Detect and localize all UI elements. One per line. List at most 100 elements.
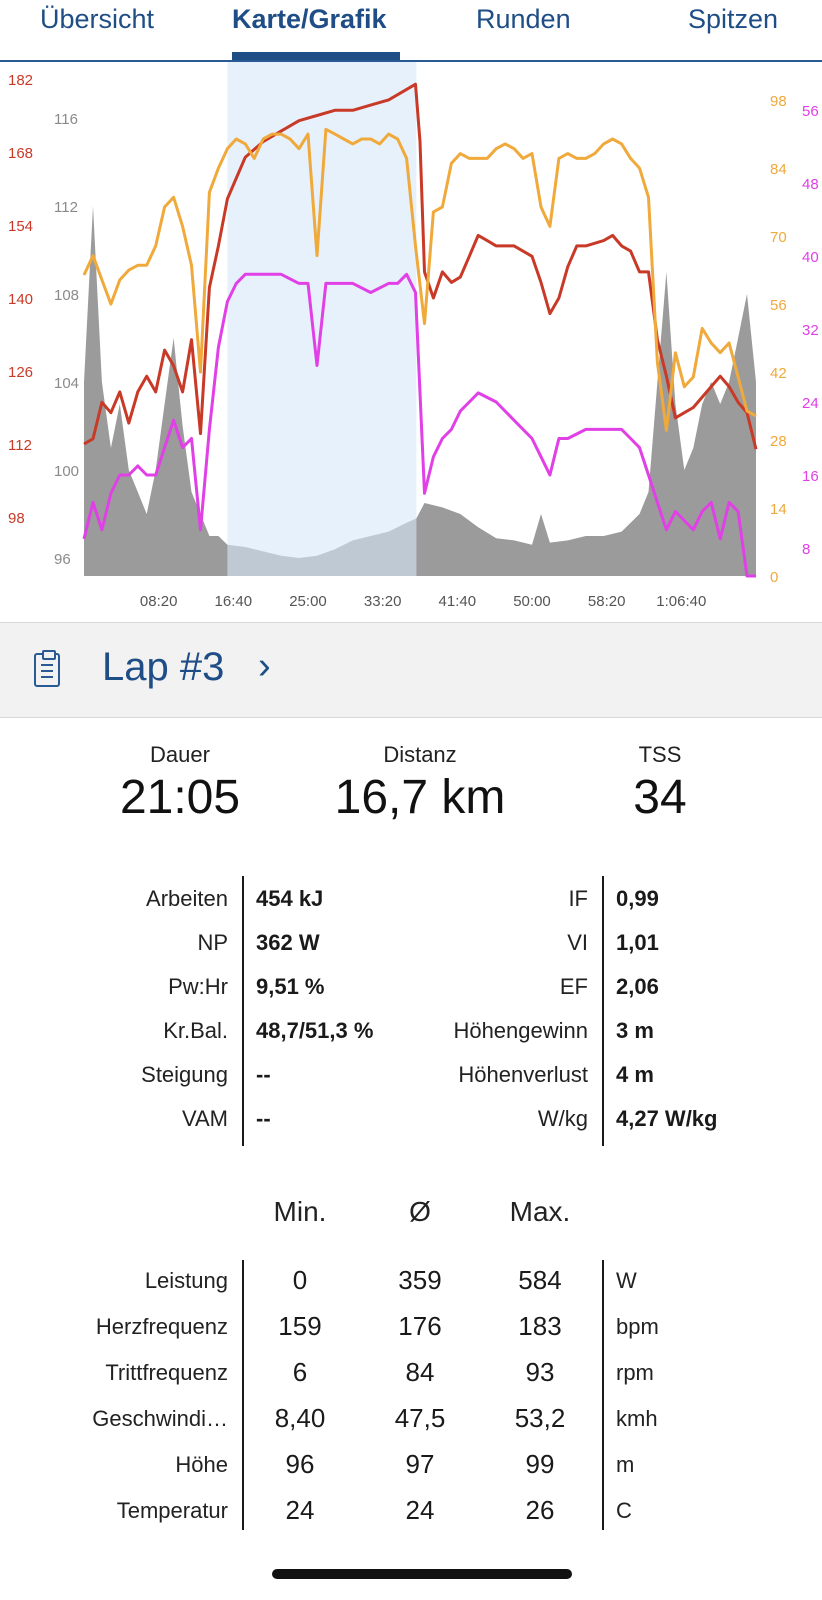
stats-min: 24 (285, 1495, 315, 1525)
stats-avg: 176 (398, 1311, 442, 1341)
stats-divider (242, 1260, 244, 1530)
x-tick-label: 25:00 (289, 593, 327, 610)
metric-label: VI (567, 930, 588, 955)
tab-overview[interactable]: Übersicht (40, 4, 155, 34)
elevation-axis-label: 116 (54, 111, 78, 128)
metric-label: W/kg (537, 1106, 588, 1131)
metric-value: 362 W (256, 930, 320, 955)
tab-laps[interactable]: Runden (476, 4, 571, 34)
metrics-divider (602, 876, 604, 1146)
summary-label: Distanz (383, 742, 457, 767)
metric-label: Höhengewinn (453, 1018, 588, 1043)
metric-row: Arbeiten 454 kJ IF 0,99 (0, 886, 822, 930)
stats-row: Temperatur 24 24 26 C (0, 1495, 822, 1544)
stats-max: 99 (525, 1449, 555, 1479)
metric-value: -- (256, 1106, 271, 1131)
metric-row: VAM -- W/kg 4,27 W/kg (0, 1106, 822, 1150)
power-axis-label: 48 (802, 176, 819, 193)
hr-axis-label: 140 (8, 291, 33, 308)
x-tick-label: 58:20 (588, 593, 626, 610)
heart-rate-line (83, 82, 758, 450)
active-tab-indicator (232, 52, 400, 60)
power-axis-label: 24 (802, 395, 819, 412)
stats-avg: 84 (405, 1357, 435, 1387)
stats-unit: C (616, 1498, 632, 1523)
stats-header-min: Min. (273, 1196, 327, 1227)
stats-min: 96 (285, 1449, 315, 1479)
metric-value: 3 m (616, 1018, 654, 1043)
stats-max: 26 (525, 1495, 555, 1525)
hr-axis-label: 154 (8, 218, 33, 235)
series-lines (82, 82, 758, 578)
hr-axis-label: 112 (8, 437, 32, 454)
stats-unit: W (616, 1268, 637, 1293)
x-tick-label: 33:20 (364, 593, 402, 610)
metric-value: 9,51 % (256, 974, 325, 999)
clipboard-icon (34, 650, 60, 687)
metric-label: Steigung (141, 1062, 228, 1087)
stats-max: 93 (525, 1357, 555, 1387)
metric-value: 48,7/51,3 % (256, 1018, 374, 1043)
tab-bar: Übersicht Karte/Grafik Runden Spitzen (0, 0, 822, 62)
stats-label: Geschwindi… (92, 1406, 228, 1431)
summary-label: Dauer (150, 742, 210, 767)
power-axis-label: 40 (802, 249, 819, 266)
summary-label: TSS (638, 742, 682, 767)
home-indicator[interactable] (272, 1569, 572, 1579)
stats-row: Trittfrequenz 6 84 93 rpm (0, 1357, 822, 1406)
activity-chart[interactable]: 1821681541401261129811611210810410096988… (0, 62, 822, 622)
metric-label: Arbeiten (146, 886, 228, 911)
metric-value: 1,01 (616, 930, 659, 955)
stats-avg: 97 (405, 1449, 435, 1479)
metric-label: EF (559, 974, 588, 999)
elevation-axis-label: 108 (54, 287, 79, 304)
stats-avg: 359 (398, 1265, 442, 1295)
stats-label: Temperatur (116, 1498, 228, 1523)
stats-row: Geschwindi… 8,40 47,5 53,2 kmh (0, 1403, 822, 1452)
stats-min: 0 (292, 1265, 308, 1295)
metric-row: Kr.Bal. 48,7/51,3 % Höhengewinn 3 m (0, 1018, 822, 1062)
hr-axis-label: 168 (8, 145, 33, 162)
power-axis-label: 32 (802, 322, 819, 339)
stats-header-avg: Ø (409, 1196, 431, 1227)
metric-value: 0,99 (616, 886, 659, 911)
cadence-axis-label: 0 (770, 569, 778, 586)
stats-label: Leistung (144, 1268, 228, 1293)
hr-axis-label: 126 (8, 364, 33, 381)
lap-header[interactable]: Lap #3 › (0, 622, 822, 718)
tab-map-chart[interactable]: Karte/Grafik (232, 4, 387, 34)
x-tick-label: 50:00 (513, 593, 551, 610)
stats-unit: rpm (616, 1360, 654, 1385)
stats-max: 584 (518, 1265, 562, 1295)
stats-label: Trittfrequenz (105, 1360, 228, 1385)
metric-row: NP 362 W VI 1,01 (0, 930, 822, 974)
stats-header-max: Max. (509, 1196, 571, 1227)
cadence-axis-label: 56 (770, 297, 787, 314)
cadence-axis-label: 14 (770, 501, 787, 518)
metric-label: Kr.Bal. (163, 1018, 228, 1043)
metrics-divider (242, 876, 244, 1146)
stats-min: 8,40 (274, 1403, 326, 1433)
elevation-area (84, 206, 756, 576)
stats-row: Leistung 0 359 584 W (0, 1265, 822, 1314)
tab-peaks[interactable]: Spitzen (688, 4, 779, 34)
x-axis-ticks: 08:20 16:40 25:00 33:20 41:40 50:00 58:20 1:06:… (140, 593, 706, 610)
hr-axis-label: 182 (8, 72, 33, 89)
cadence-line (82, 127, 757, 432)
summary-value: 34 (633, 771, 687, 824)
summary-value: 21:05 (119, 771, 241, 824)
stats-unit: bpm (616, 1314, 659, 1339)
stats-label: Höhe (175, 1452, 228, 1477)
stats-unit: m (616, 1452, 635, 1477)
metric-value: 4 m (616, 1062, 654, 1087)
elevation-area-path (84, 206, 756, 576)
x-tick-label: 41:40 (439, 593, 477, 610)
power-axis-label: 56 (802, 103, 819, 120)
metric-label: Pw:Hr (168, 974, 228, 999)
summary-duration: Dauer 21:05 (100, 742, 260, 825)
summary-distance: Distanz 16,7 km (300, 742, 540, 825)
metric-label: Höhenverlust (458, 1062, 588, 1087)
stats-min: 6 (292, 1357, 308, 1387)
power-axis-label: 8 (802, 541, 810, 558)
chevron-right-icon[interactable]: › (258, 645, 271, 687)
